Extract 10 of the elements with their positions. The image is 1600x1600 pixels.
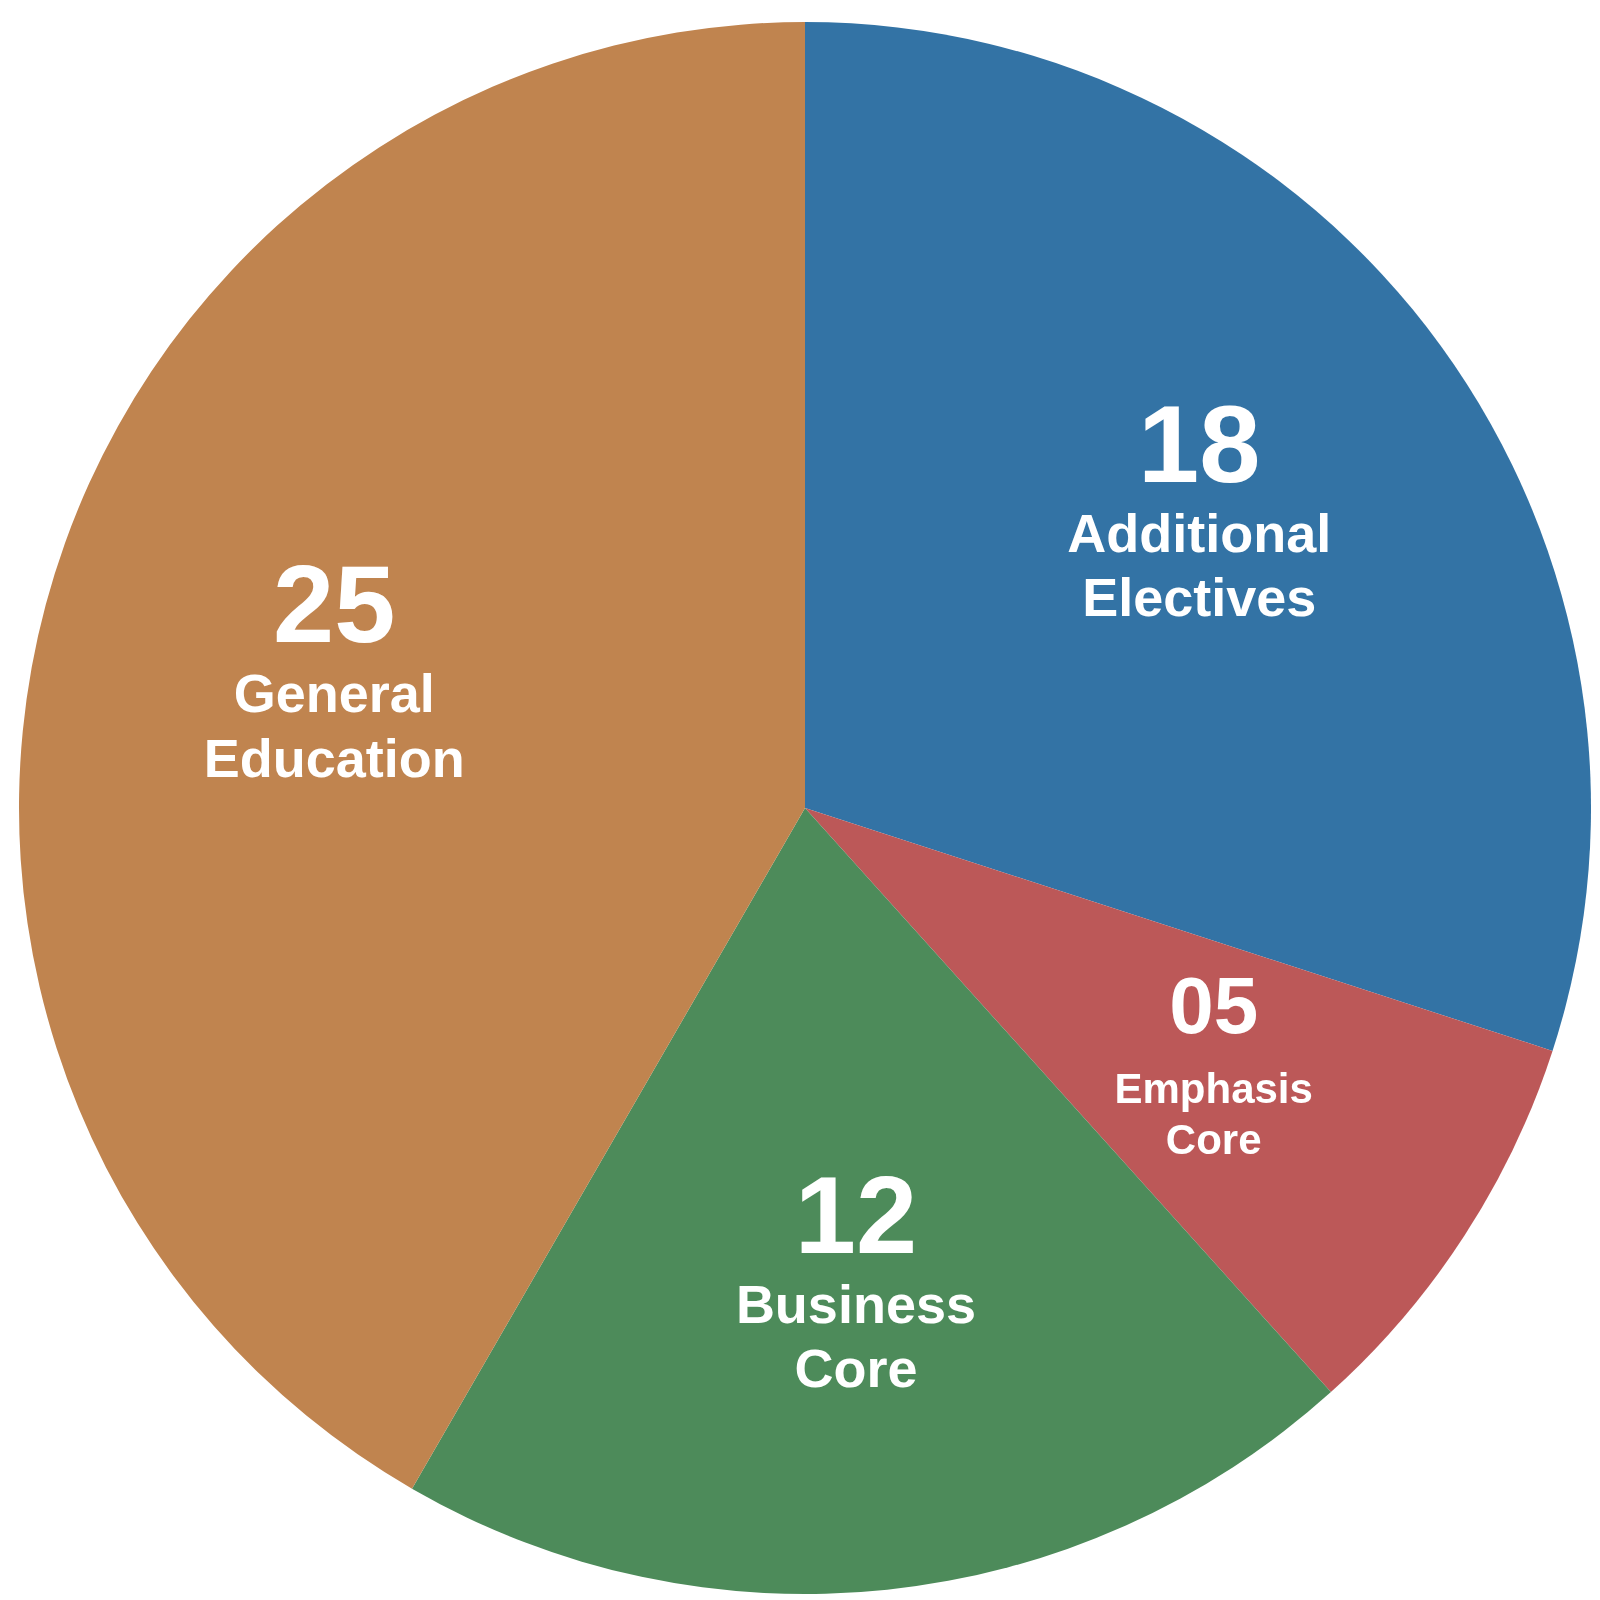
slice-label: Additional Electives — [1067, 502, 1332, 628]
data-label: 25 — [273, 541, 396, 665]
pie-slice — [412, 808, 1331, 1594]
data-label: 05 — [1169, 961, 1259, 1051]
slice-label: Business Core — [735, 1273, 976, 1399]
slice-label: General Education — [203, 662, 465, 788]
pie-slice — [805, 22, 1590, 1051]
slice-label: Emphasis Core — [1114, 1065, 1313, 1163]
data-label: 12 — [794, 1152, 918, 1276]
data-label: 18 — [1138, 381, 1261, 505]
